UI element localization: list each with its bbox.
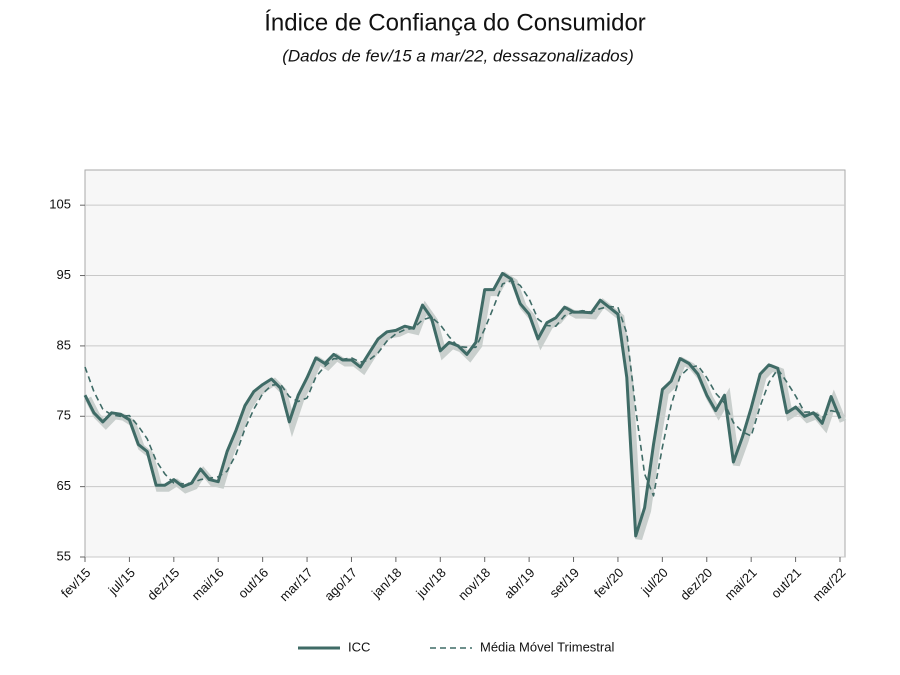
x-tick-label: jan/18 xyxy=(368,565,404,601)
x-tick-label: mai/16 xyxy=(189,565,227,603)
x-tick-label: nov/18 xyxy=(455,565,493,603)
x-tick-label: mai/21 xyxy=(722,565,760,603)
x-tick-label: jul/20 xyxy=(638,565,671,598)
line xyxy=(84,279,841,497)
y-tick-label: 95 xyxy=(57,267,71,282)
plot-area xyxy=(84,169,846,558)
x-tick-label: set/19 xyxy=(546,565,582,601)
y-tick-label: 65 xyxy=(57,478,71,493)
y-tick-label: 85 xyxy=(57,337,71,352)
x-tick-label: ago/17 xyxy=(321,565,360,604)
x-tick-label: mar/17 xyxy=(276,565,315,604)
x-tick-label: dez/15 xyxy=(144,565,182,603)
x-tick-label: jun/18 xyxy=(412,565,448,601)
chart-subtitle: (Dados de fev/15 a mar/22, dessazonaliza… xyxy=(282,46,634,65)
line xyxy=(83,271,842,538)
x-tick-label: dez/20 xyxy=(677,565,715,603)
x-tick-label: fev/20 xyxy=(591,565,627,601)
x-tick-label: fev/15 xyxy=(58,565,94,601)
x-tick-label: out/21 xyxy=(768,565,804,601)
x-tick-label: mar/22 xyxy=(809,565,848,604)
y-tick-label: 55 xyxy=(57,548,71,563)
chart-title: Índice de Confiança do Consumidor xyxy=(264,9,646,36)
y-tick-label: 75 xyxy=(57,408,71,423)
x-tick-label: abr/19 xyxy=(501,565,538,602)
legend-label: Média Móvel Trimestral xyxy=(480,639,614,654)
x-tick-label: jul/15 xyxy=(105,565,138,598)
x-tick-label: out/16 xyxy=(235,565,271,601)
legend-label: ICC xyxy=(348,639,370,654)
y-tick-label: 105 xyxy=(49,197,71,212)
